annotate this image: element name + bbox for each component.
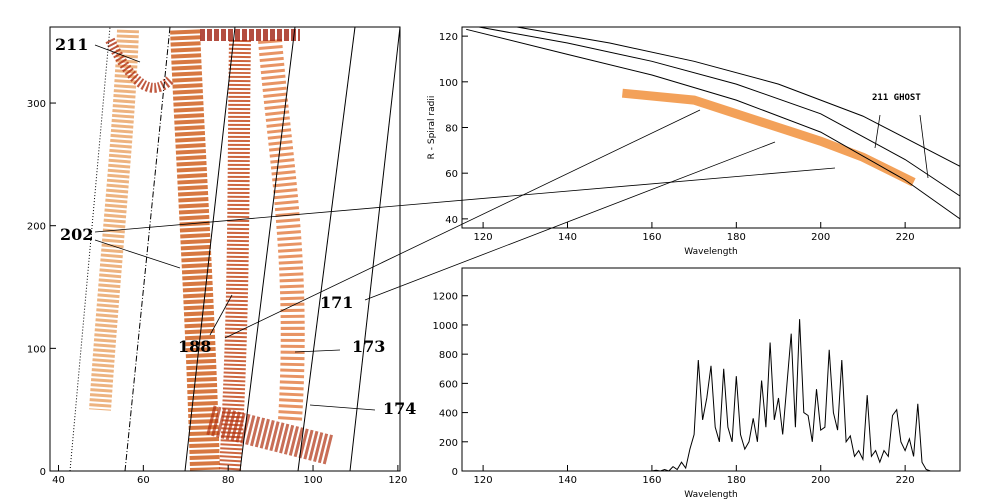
y-tick-label: 200 bbox=[439, 438, 458, 449]
arrow bbox=[94, 167, 836, 233]
x-axis-label: Wavelength bbox=[684, 247, 737, 257]
x-tick-label: 120 bbox=[474, 232, 493, 243]
annotation: 173 bbox=[352, 337, 385, 356]
y-tick-label: 80 bbox=[445, 124, 458, 135]
y-tick-label: 600 bbox=[439, 379, 458, 390]
spiral-line bbox=[184, 26, 236, 472]
x-tick-label: 200 bbox=[811, 232, 830, 243]
x-tick-label: 180 bbox=[727, 232, 746, 243]
y-tick-label: 40 bbox=[445, 215, 458, 226]
heatmap-streak bbox=[89, 29, 139, 411]
spiral-line bbox=[349, 26, 401, 472]
y-tick-label: 200 bbox=[27, 222, 46, 233]
x-tick-label: 120 bbox=[388, 475, 407, 486]
arrow bbox=[94, 44, 141, 63]
series-line bbox=[478, 26, 961, 197]
arrow bbox=[209, 294, 233, 336]
y-tick-label: 120 bbox=[439, 32, 458, 43]
x-tick-label: 180 bbox=[727, 475, 746, 486]
x-tick-label: 80 bbox=[222, 475, 235, 486]
spiral-line bbox=[69, 26, 111, 472]
arrow bbox=[919, 114, 929, 179]
y-tick-label: 400 bbox=[439, 409, 458, 420]
x-axis-label: Wavelength bbox=[684, 490, 737, 500]
y-tick-label: 100 bbox=[27, 344, 46, 355]
heatmap-streak bbox=[170, 29, 220, 471]
x-tick-label: 100 bbox=[303, 475, 322, 486]
heatmap-image bbox=[69, 26, 401, 472]
y-tick-label: 0 bbox=[452, 467, 458, 478]
annotation: 202 bbox=[60, 225, 93, 244]
spiral-line bbox=[239, 26, 296, 472]
x-tick-label: 160 bbox=[642, 232, 661, 243]
arrow bbox=[309, 404, 376, 411]
x-tick-label: 220 bbox=[896, 475, 915, 486]
annotation: 171 bbox=[320, 293, 353, 312]
x-tick-label: 220 bbox=[896, 232, 915, 243]
spiral-line bbox=[124, 26, 171, 472]
y-tick-label: 1000 bbox=[433, 321, 458, 332]
x-tick-label: 160 bbox=[642, 475, 661, 486]
arrow bbox=[94, 239, 181, 269]
x-tick-label: 120 bbox=[474, 475, 493, 486]
y-axis-label: R - Spiral radii bbox=[427, 96, 437, 160]
x-tick-label: 40 bbox=[52, 475, 65, 486]
x-tick-label: 140 bbox=[558, 475, 577, 486]
arrow bbox=[294, 349, 341, 353]
annotation: 211 GHOST bbox=[872, 93, 921, 103]
annotation: 174 bbox=[383, 399, 416, 418]
series-line bbox=[516, 26, 961, 167]
x-tick-label: 140 bbox=[558, 232, 577, 243]
y-tick-label: 1200 bbox=[433, 292, 458, 303]
series-line bbox=[466, 28, 961, 220]
heatmap-streak bbox=[219, 39, 251, 471]
heatmap-streak bbox=[206, 405, 334, 465]
plot-frame bbox=[49, 26, 401, 472]
heatmap-streak bbox=[258, 39, 305, 421]
y-tick-label: 800 bbox=[439, 350, 458, 361]
annotation: 211 bbox=[55, 35, 88, 54]
spiral-line bbox=[297, 26, 356, 472]
series-line bbox=[621, 88, 916, 187]
x-tick-label: 200 bbox=[811, 475, 830, 486]
series-line bbox=[462, 319, 956, 472]
arrow bbox=[364, 141, 776, 301]
y-tick-label: 60 bbox=[445, 169, 458, 180]
y-tick-label: 100 bbox=[439, 78, 458, 89]
y-tick-label: 0 bbox=[40, 467, 46, 478]
annotation: 188 bbox=[178, 337, 211, 356]
plot-frame bbox=[461, 267, 961, 472]
y-tick-label: 300 bbox=[27, 99, 46, 110]
x-tick-label: 60 bbox=[137, 475, 150, 486]
arrow bbox=[874, 114, 881, 149]
